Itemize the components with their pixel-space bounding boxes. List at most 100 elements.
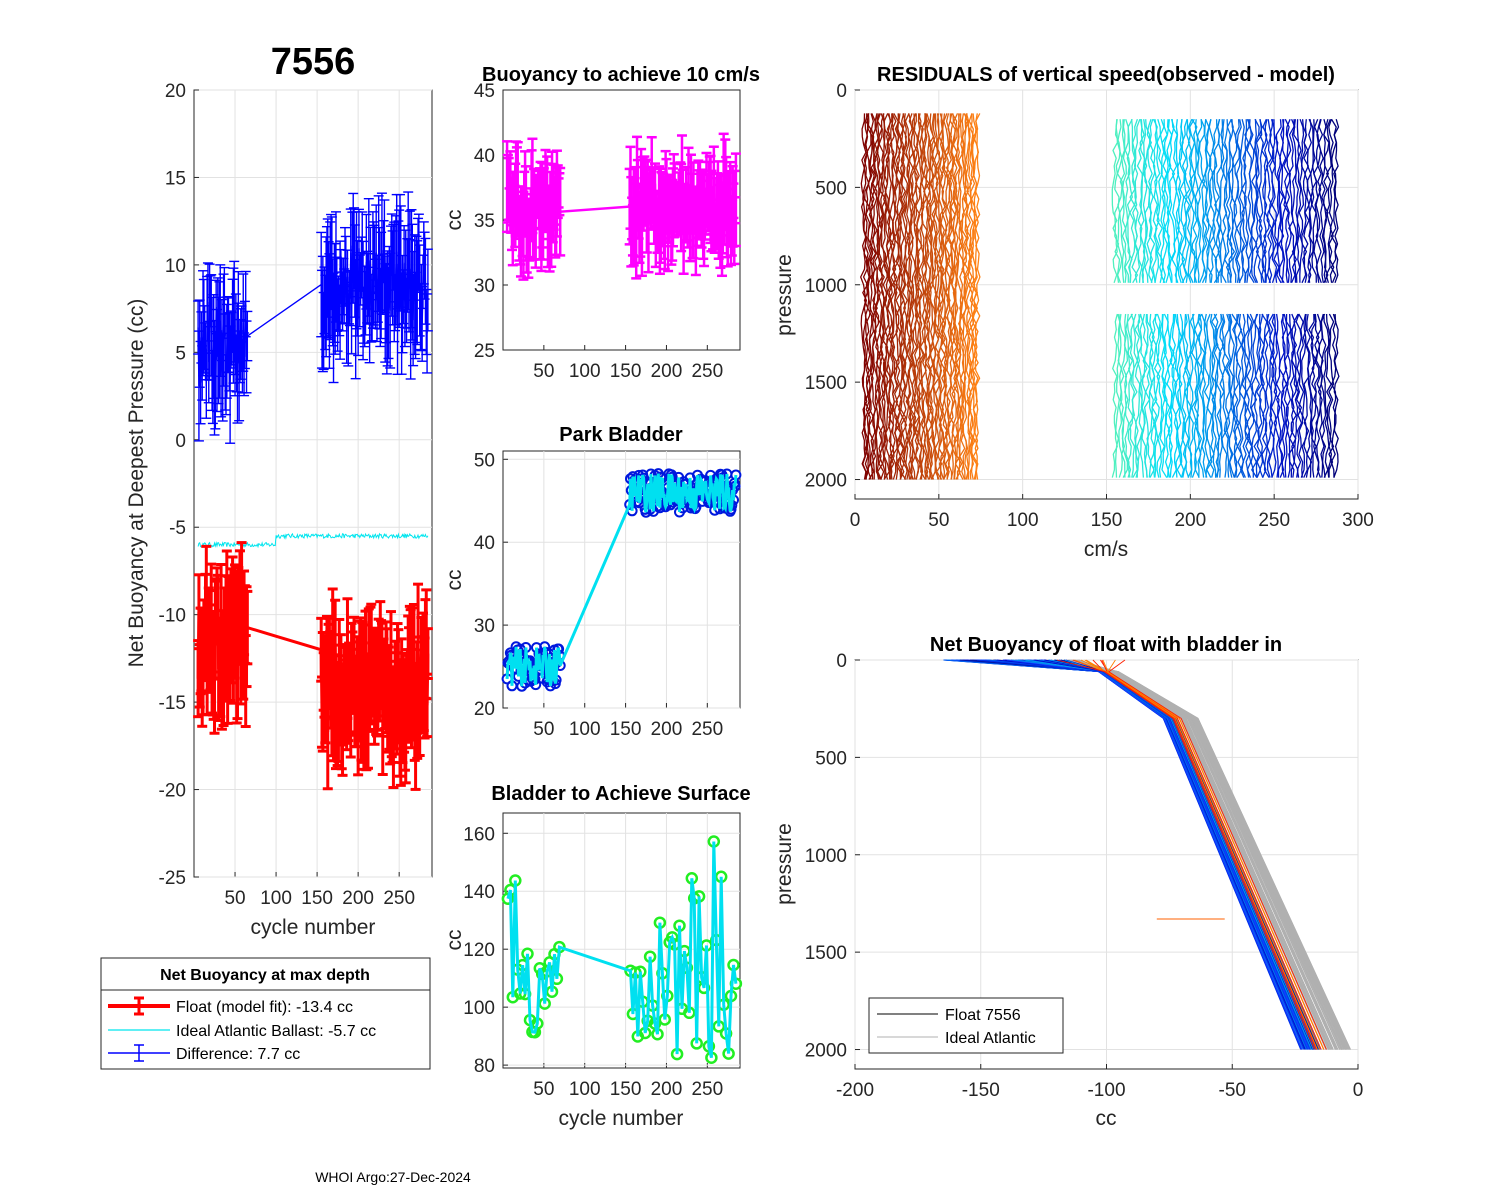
net_buoyancy_profile-xtick-label: -150 [962,1080,1000,1101]
residual-profile [1156,313,1163,478]
residual-profile [1126,118,1133,283]
net_buoyancy-xtick-label: 150 [301,888,333,909]
residual-profile [1258,313,1265,478]
residual-profile [911,113,918,480]
buoyancy_10cms-xtick-label: 250 [691,361,723,382]
surface-point [665,931,679,944]
residual-profile [866,113,874,480]
surface-line [506,841,738,1059]
residual-profile [1221,313,1228,478]
residual-profile [1193,119,1201,283]
bladder_surface-xtick-label: 250 [691,1079,723,1100]
buoyancy_10cms-xtick-label: 100 [569,361,601,382]
net_buoyancy-ytick-label: -15 [159,693,186,714]
residual-profile [965,113,973,480]
residual-profile [1280,313,1288,478]
float-id-title: 7556 [271,41,356,83]
park_bladder-ytick-label: 20 [474,699,495,720]
legend-float-line-label: Float 7556 [945,1007,1021,1024]
net_buoyancy-ytick-label: -20 [159,781,186,802]
residual-profile [913,113,920,480]
buoyancy-profile-line [1108,659,1327,1050]
residuals-xtick-label: 0 [850,510,861,531]
bladder_surface-xtick-label: 50 [533,1079,554,1100]
residual-profile [1323,313,1330,478]
park_bladder-xtick-label: 250 [691,719,723,740]
net_buoyancy_profile-xtick-label: -200 [836,1080,874,1101]
residual-profile [1295,119,1302,283]
residual-profile [1228,313,1236,478]
residuals-xtick-label: 250 [1258,510,1290,531]
residual-profile [1201,119,1208,284]
residual-profile [1223,119,1230,283]
legend-float-label: Float (model fit): -13.4 cc [176,999,353,1016]
legend-ideal-line-label: Ideal Atlantic [945,1030,1036,1047]
residual-profile [1141,313,1148,478]
net-buoyancy-legend: Net Buoyancy at max depth Float (model f… [100,957,431,1070]
park_bladder-xtick-label: 200 [651,719,683,740]
residual-profile [1168,119,1176,283]
residual-profile [1250,313,1258,478]
residual-profile [901,113,909,480]
buoyancy_10cms-ytick-label: 30 [474,276,495,297]
residual-profile [1270,313,1278,478]
residual-profile [889,113,897,480]
ideal-ballast-line [197,532,429,549]
residual-profile [1148,119,1156,283]
residual-profile [1211,119,1218,283]
residual-profile [932,113,940,480]
residual-profile [1265,119,1273,284]
residual-profile [954,113,961,480]
residual-profile [1261,313,1268,478]
residual-profile [1174,119,1181,283]
residual-profile [1318,119,1325,283]
residual-profile [1263,313,1270,478]
buoyancy-10cms-title: Buoyancy to achieve 10 cm/s [482,64,760,86]
legend-float-swatch [108,996,170,1016]
residual-profile [1111,119,1119,284]
park-bladder-ylabel: cc [443,570,466,591]
residual-profile [1143,313,1151,478]
residual-profile [1146,313,1153,478]
legend-difference-label: Difference: 7.7 cc [176,1046,300,1063]
residual-profile [1111,313,1118,478]
residual-profile [1198,313,1206,478]
buoyancy_10cms-xtick-label: 50 [533,361,554,382]
buoyancy_10cms-ytick-label: 40 [474,146,495,167]
net_buoyancy_profile-xtick-label: 0 [1353,1080,1364,1101]
bladder_surface-xtick-label: 150 [610,1079,642,1100]
buoyancy-profile-line [977,659,1311,1050]
residuals-ylabel: pressure [773,254,796,336]
residual-profile [1253,313,1261,478]
residual-profile [1243,119,1250,283]
net_buoyancy_profile-ytick-label: 500 [815,748,847,769]
residual-profile [871,113,879,480]
residual-profile [1317,313,1325,478]
residual-profile [861,113,869,480]
residual-profile [1218,313,1225,478]
park_bladder-ytick-label: 30 [474,616,495,637]
residual-profile [974,113,981,480]
residuals-xlabel: cm/s [1084,538,1128,561]
net_buoyancy-xtick-label: 250 [383,888,415,909]
residual-profile [1126,313,1134,478]
residual-profile [1288,313,1295,478]
residual-profile [949,113,956,480]
residual-profile [1213,119,1221,284]
bladder_surface-ytick-label: 140 [463,882,495,903]
residual-profile [1116,119,1123,284]
residual-profile [1181,119,1188,284]
residual-profile [1241,119,1248,283]
residual-profile [1255,313,1263,478]
residuals-ytick-label: 0 [836,81,847,102]
bladder_surface-ytick-label: 160 [463,824,495,845]
residual-profile [1311,119,1317,283]
residual-profile [1300,313,1308,478]
residual-profile [1128,119,1136,283]
residual-profile [1134,313,1141,478]
net_buoyancy-ytick-label: 0 [175,431,186,452]
net_buoyancy-ytick-label: -25 [159,868,186,889]
net_buoyancy_profile-xtick-label: -100 [1087,1080,1125,1101]
residual-profile [876,113,884,480]
